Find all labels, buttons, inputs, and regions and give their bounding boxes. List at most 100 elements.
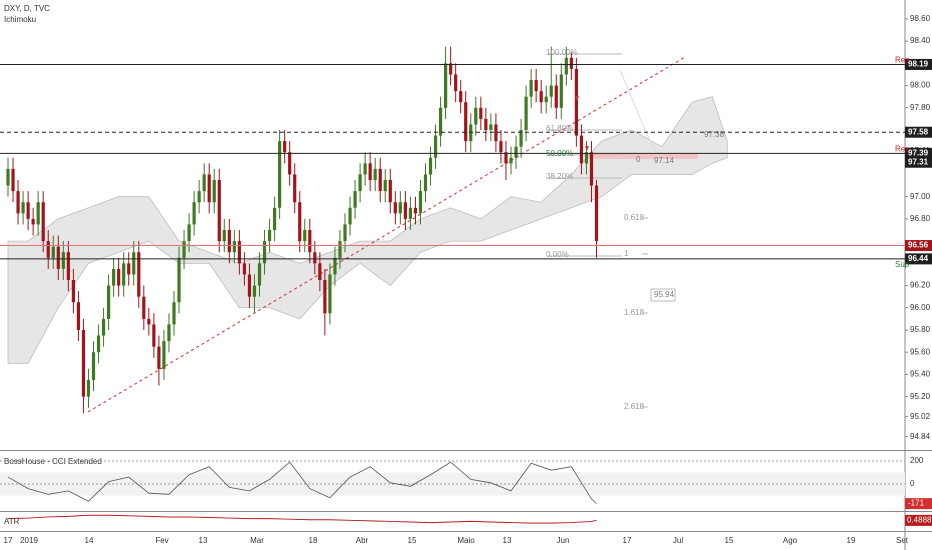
candle-body: [519, 130, 523, 147]
candle-body: [524, 96, 528, 130]
candle-body: [318, 263, 322, 280]
candle-body: [353, 191, 357, 208]
x-tick-label: 17: [4, 536, 13, 545]
x-tick-label: 19: [847, 536, 856, 545]
candle-body: [107, 285, 111, 319]
candle-body: [403, 202, 407, 219]
price-box-label: 97.58: [908, 127, 929, 136]
atr-line: [7, 514, 597, 524]
candle-body: [137, 252, 141, 297]
fib-zone: [588, 153, 698, 159]
candle-body: [338, 241, 342, 258]
candle-body: [358, 174, 362, 192]
candle-body: [544, 96, 548, 103]
value-box: [905, 498, 932, 510]
price-box: [905, 58, 932, 70]
x-tick-label: 13: [503, 536, 512, 545]
candle-body: [267, 230, 272, 242]
x-tick-label: Abr: [356, 536, 369, 545]
y-tick-label: 200: [910, 456, 924, 465]
candle-body: [61, 252, 65, 269]
candle-body: [76, 302, 81, 330]
price-box: [905, 156, 932, 168]
candle-body: [46, 241, 50, 258]
candle-body: [202, 174, 206, 192]
price-box: [905, 253, 932, 265]
candle-body: [31, 218, 35, 225]
y-tick-label: 98.40: [910, 36, 931, 45]
candle-body: [187, 224, 191, 242]
price-box-label: 96.44: [908, 254, 929, 263]
price-box-label: 96.56: [908, 241, 929, 250]
price-box-label: 97.39: [908, 148, 929, 157]
candle-body: [459, 91, 463, 103]
candle-body: [152, 324, 156, 347]
candle-body: [539, 91, 543, 103]
value-box: [905, 514, 932, 526]
y-tick-label: 94.84: [910, 432, 931, 441]
level-tag: Res: [895, 144, 909, 153]
candle-body: [554, 85, 558, 108]
x-tick-label: Jul: [673, 536, 683, 545]
candle-body: [142, 296, 146, 319]
cci-line: [7, 461, 597, 504]
candle-body: [514, 146, 518, 158]
x-tick-label: 15: [725, 536, 734, 545]
candle-body: [298, 202, 302, 242]
x-tick-label: Jun: [557, 536, 570, 545]
candle-body: [504, 152, 508, 164]
candle-body: [293, 174, 297, 203]
symbol: DXY, D, TVC: [4, 4, 50, 13]
annotation: 97.14: [654, 156, 675, 165]
price-box: [905, 147, 932, 159]
price-pane: [6, 46, 728, 414]
candle-body: [278, 141, 282, 208]
fib-path: [619, 69, 661, 161]
x-tick-label: Fev: [155, 536, 168, 545]
candle-body: [91, 352, 96, 380]
candle-body: [86, 380, 91, 397]
x-tick-label: 2019: [20, 536, 38, 545]
candle-body: [584, 152, 589, 164]
candle-body: [363, 163, 367, 175]
candle-body: [489, 124, 493, 130]
candle-body: [11, 168, 15, 192]
candle-body: [217, 180, 221, 242]
candle-body: [283, 141, 287, 153]
candle-body: [132, 252, 136, 275]
y-tick-label: 96.00: [910, 303, 931, 312]
candle-body: [172, 302, 176, 325]
candle-body: [127, 263, 131, 275]
candle-body: [232, 241, 236, 253]
x-tick-label: 18: [309, 536, 318, 545]
y-tick-label: 96.20: [910, 281, 931, 290]
x-tick-label: 13: [199, 536, 208, 545]
candle-body: [26, 202, 30, 219]
candle-body: [222, 230, 226, 242]
candle-body: [112, 268, 116, 286]
candle-body: [388, 180, 392, 203]
y-tick-label: 95.60: [910, 347, 931, 356]
candle-body: [21, 202, 25, 214]
price-box-label: 98.19: [908, 60, 929, 69]
candle-body: [373, 168, 377, 180]
candle-body: [237, 241, 241, 264]
y-tick-label: 97.00: [910, 192, 931, 201]
y-tick-label: 98.00: [910, 81, 931, 90]
candle-body: [393, 202, 397, 214]
candle-body: [368, 163, 372, 180]
y-tick-label: 98.60: [910, 14, 931, 23]
candle-body: [529, 80, 533, 97]
x-tick-label: 14: [85, 536, 94, 545]
candle-body: [569, 57, 573, 69]
candle-body: [182, 241, 186, 258]
fib-ext-label: 0.618: [624, 213, 645, 222]
candle-body: [197, 191, 201, 203]
candle-body: [428, 157, 433, 175]
candle-body: [71, 280, 75, 303]
candle-body: [444, 63, 448, 108]
y-tick-label: 95.02: [910, 412, 931, 421]
annotation: 0: [636, 155, 641, 164]
fib-label: 0.00%: [546, 250, 569, 259]
